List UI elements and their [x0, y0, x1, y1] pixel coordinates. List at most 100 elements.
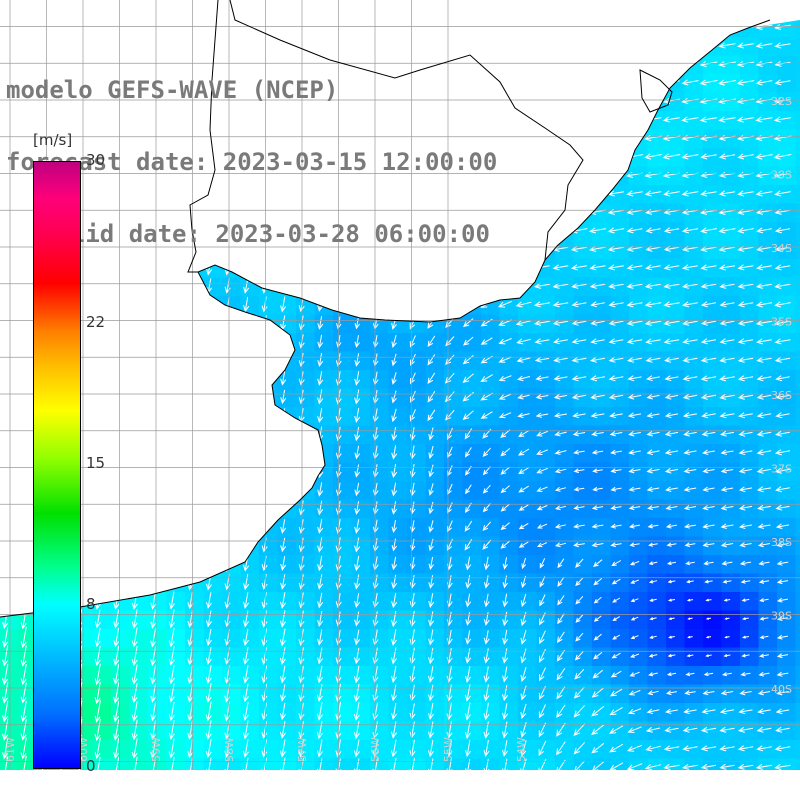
field-cell [389, 389, 408, 408]
field-cell [722, 296, 741, 315]
field-cell [222, 444, 241, 463]
field-cell [370, 500, 389, 519]
field-cell [500, 666, 519, 685]
field-cell [777, 259, 796, 278]
field-cell [518, 222, 537, 241]
field-cell [796, 592, 800, 611]
wind-arrow [170, 315, 175, 330]
field-cell [481, 740, 500, 759]
wind-arrow [3, 573, 8, 590]
field-cell [629, 259, 648, 278]
field-cell [111, 555, 130, 574]
field-cell [185, 352, 204, 371]
field-cell [611, 148, 630, 167]
wind-arrow [3, 518, 8, 534]
field-cell [426, 444, 445, 463]
field-cell [389, 777, 408, 796]
field-cell [370, 481, 389, 500]
field-cell [241, 537, 260, 556]
wind-arrow [151, 0, 156, 16]
wind-arrow [114, 445, 119, 460]
field-cell [222, 463, 241, 482]
wind-arrow [114, 573, 119, 590]
field-cell [352, 352, 371, 371]
wind-arrow [517, 265, 531, 270]
field-cell [685, 740, 704, 759]
wind-arrow [114, 1, 119, 15]
wind-arrow [720, 6, 734, 11]
field-cell [759, 740, 778, 759]
field-cell [148, 666, 167, 685]
wind-arrow [3, 408, 8, 423]
wind-arrow [683, 43, 699, 48]
field-cell [592, 130, 611, 149]
wind-arrow [609, 117, 624, 122]
wind-arrow [535, 61, 549, 66]
wind-arrow [77, 1, 82, 15]
field-cell [204, 407, 223, 426]
wind-arrow [114, 482, 119, 497]
field-cell [777, 722, 796, 741]
wind-arrow [21, 462, 26, 478]
wind-arrow [21, 555, 26, 571]
field-cell [648, 204, 667, 223]
field-cell [796, 0, 800, 19]
wind-arrow [22, 426, 27, 441]
lat-label: 37S [771, 463, 792, 476]
field-cell [74, 777, 93, 796]
field-cell [204, 315, 223, 334]
field-cell [740, 0, 759, 19]
field-cell [463, 666, 482, 685]
field-cell [148, 574, 167, 593]
field-cell [259, 352, 278, 371]
field-cell [0, 426, 19, 445]
wind-arrow [554, 24, 569, 29]
wind-arrow [591, 154, 605, 159]
field-cell [685, 333, 704, 352]
wind-arrow [499, 61, 513, 67]
field-cell [592, 796, 611, 801]
field-cell [796, 111, 800, 130]
wind-arrow [572, 117, 587, 122]
field-cell [278, 481, 297, 500]
field-cell [481, 796, 500, 801]
wind-arrow [114, 463, 119, 478]
field-cell [796, 222, 800, 241]
field-cell [0, 592, 19, 611]
field-cell [537, 796, 556, 801]
wind-arrow [428, 298, 435, 309]
wind-arrow [590, 61, 606, 66]
field-cell [500, 56, 519, 75]
field-cell [0, 315, 19, 334]
wind-arrow [133, 537, 138, 553]
field-cell [148, 407, 167, 426]
wind-arrow [517, 43, 531, 48]
field-cell [648, 19, 667, 38]
field-cell [241, 629, 260, 648]
field-cell [130, 537, 149, 556]
field-cell [481, 703, 500, 722]
wind-arrow [225, 464, 230, 478]
field-cell [648, 259, 667, 278]
field-cell [481, 722, 500, 741]
wind-arrow [281, 501, 286, 515]
field-cell [352, 685, 371, 704]
wind-arrow [22, 444, 27, 460]
field-cell [296, 666, 315, 685]
field-cell [407, 444, 426, 463]
field-cell [222, 0, 241, 19]
field-cell [444, 777, 463, 796]
field-cell [555, 555, 574, 574]
wind-arrow [757, 6, 773, 11]
wind-arrow [170, 555, 175, 570]
field-cell [796, 259, 800, 278]
field-cell [148, 389, 167, 408]
field-cell [204, 611, 223, 630]
wind-arrow [207, 334, 212, 348]
field-cell [426, 629, 445, 648]
field-cell [204, 0, 223, 19]
wind-arrow [170, 500, 175, 515]
field-cell [0, 796, 19, 801]
field-cell [0, 518, 19, 537]
field-cell [130, 685, 149, 704]
